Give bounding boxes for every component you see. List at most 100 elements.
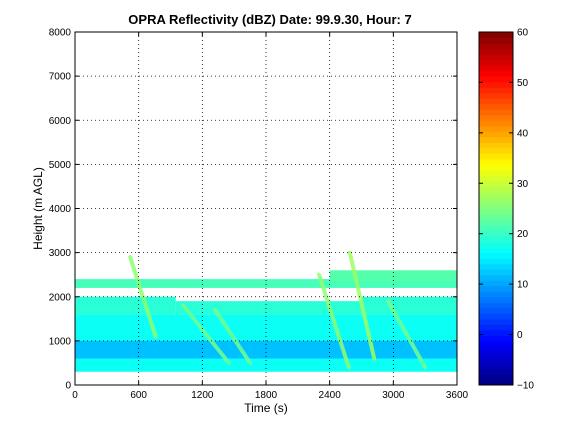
x-tick-label: 2400 bbox=[319, 390, 342, 401]
colorbar: −10 0 10 20 30 40 50 60 bbox=[478, 28, 534, 392]
colorbar-swatch bbox=[479, 43, 513, 50]
colorbar-tick-label: 10 bbox=[517, 280, 529, 291]
colorbar-frame bbox=[478, 31, 514, 386]
x-tick-label: 3000 bbox=[382, 390, 405, 401]
colorbar-tick-label: −10 bbox=[517, 381, 534, 392]
colorbar-swatch bbox=[479, 296, 513, 303]
colorbar-swatch bbox=[479, 291, 513, 298]
chart-title: OPRA Reflectivity (dBZ) Date: 99.9.30, H… bbox=[128, 12, 411, 27]
colorbar-swatch bbox=[479, 147, 513, 154]
x-axis: 0 600 1200 1800 2400 3000 3600 bbox=[72, 32, 469, 401]
fallstreak-5 bbox=[347, 250, 377, 361]
colorbar-swatch bbox=[479, 274, 513, 281]
colorbar-swatch bbox=[479, 357, 513, 364]
colorbar-swatch bbox=[479, 280, 513, 287]
colorbar-swatch bbox=[479, 191, 513, 198]
fallstreak-1 bbox=[128, 255, 158, 339]
y-tick-label: 2000 bbox=[49, 292, 72, 303]
y-tick-label: 4000 bbox=[49, 204, 72, 215]
colorbar-swatch bbox=[479, 98, 513, 105]
x-tick-label: 1200 bbox=[191, 390, 214, 401]
colorbar-swatch bbox=[479, 81, 513, 88]
colorbar-swatch bbox=[479, 70, 513, 77]
colorbar-swatch bbox=[479, 131, 513, 138]
colorbar-swatch bbox=[479, 37, 513, 44]
colorbar-swatch bbox=[479, 175, 513, 182]
colorbar-swatch bbox=[479, 87, 513, 94]
x-tick-label: 0 bbox=[72, 390, 78, 401]
colorbar-tick-label: 0 bbox=[517, 330, 523, 341]
fallstreak-4 bbox=[317, 272, 351, 370]
colorbar-swatch bbox=[479, 340, 513, 347]
heatmap-region-mid-layer-a bbox=[75, 296, 176, 315]
colorbar-swatch bbox=[479, 329, 513, 336]
colorbar-swatch bbox=[479, 241, 513, 248]
colorbar-swatch bbox=[479, 103, 513, 110]
colorbar-swatch bbox=[479, 318, 513, 325]
colorbar-swatch bbox=[479, 225, 513, 232]
colorbar-swatch bbox=[479, 169, 513, 176]
x-tick-label: 1800 bbox=[255, 390, 278, 401]
gridlines bbox=[75, 32, 457, 385]
heatmap-region-upper-band bbox=[75, 279, 457, 288]
colorbar-swatch bbox=[479, 313, 513, 320]
y-tick-label: 7000 bbox=[49, 72, 72, 83]
colorbar-swatch bbox=[479, 120, 513, 127]
colorbar-tick-label: 20 bbox=[517, 229, 529, 240]
colorbar-swatch bbox=[479, 379, 513, 386]
colorbar-swatch bbox=[479, 362, 513, 369]
heatmap-region-upper-band-right bbox=[329, 270, 457, 282]
colorbar-tick-label: 50 bbox=[517, 78, 529, 89]
heatmap-region-mid-layer-c bbox=[361, 296, 457, 315]
colorbar-swatch bbox=[479, 114, 513, 121]
y-tick-label: 5000 bbox=[49, 160, 72, 171]
x-tick-label: 600 bbox=[130, 390, 147, 401]
y-tick-label: 0 bbox=[65, 381, 71, 392]
colorbar-swatch bbox=[479, 197, 513, 204]
colorbar-swatch bbox=[479, 158, 513, 165]
y-tick-label: 8000 bbox=[49, 28, 72, 39]
colorbar-swatch bbox=[479, 335, 513, 342]
colorbar-tick-label: 40 bbox=[517, 128, 529, 139]
colorbar-swatch bbox=[479, 307, 513, 314]
heatmap-region-lower-layer-core bbox=[75, 340, 457, 359]
colorbar-swatch bbox=[479, 142, 513, 149]
colorbar-swatch bbox=[479, 59, 513, 66]
colorbar-swatch bbox=[479, 109, 513, 116]
colorbar-swatch bbox=[479, 76, 513, 83]
colorbar-swatch bbox=[479, 258, 513, 265]
colorbar-swatch bbox=[479, 92, 513, 99]
colorbar-swatch bbox=[479, 302, 513, 309]
fallstreak-3 bbox=[213, 307, 253, 365]
colorbar-swatch bbox=[479, 54, 513, 61]
colorbar-tick-label: 30 bbox=[517, 179, 529, 190]
colorbar-swatch bbox=[479, 208, 513, 215]
y-axis-label: Height (m AGL) bbox=[31, 167, 45, 250]
x-tick-label: 3600 bbox=[446, 390, 469, 401]
colorbar-swatch bbox=[479, 48, 513, 55]
colorbar-swatch bbox=[479, 32, 513, 39]
colorbar-swatch bbox=[479, 285, 513, 292]
colorbar-swatch bbox=[479, 247, 513, 254]
colorbar-swatch bbox=[479, 236, 513, 243]
colorbar-swatch bbox=[479, 136, 513, 143]
fallstreak-6 bbox=[386, 299, 428, 370]
colorbar-swatch bbox=[479, 269, 513, 276]
colorbar-swatch bbox=[479, 346, 513, 353]
y-tick-label: 3000 bbox=[49, 248, 72, 259]
colorbar-swatch bbox=[479, 125, 513, 132]
colorbar-swatch bbox=[479, 351, 513, 358]
colorbar-tick-label: 60 bbox=[517, 28, 529, 39]
heatmap-region-mid-layer-b bbox=[175, 301, 362, 315]
colorbar-swatch bbox=[479, 180, 513, 187]
y-tick-label: 6000 bbox=[49, 116, 72, 127]
colorbar-swatch bbox=[479, 373, 513, 380]
y-axis: 0 1000 2000 3000 4000 5000 6000 7000 8000 bbox=[49, 28, 457, 392]
colorbar-swatch bbox=[479, 219, 513, 226]
fallstreak-2 bbox=[181, 303, 231, 365]
colorbar-swatch bbox=[479, 230, 513, 237]
colorbar-swatch bbox=[479, 214, 513, 221]
heatmap-cells bbox=[75, 250, 457, 372]
